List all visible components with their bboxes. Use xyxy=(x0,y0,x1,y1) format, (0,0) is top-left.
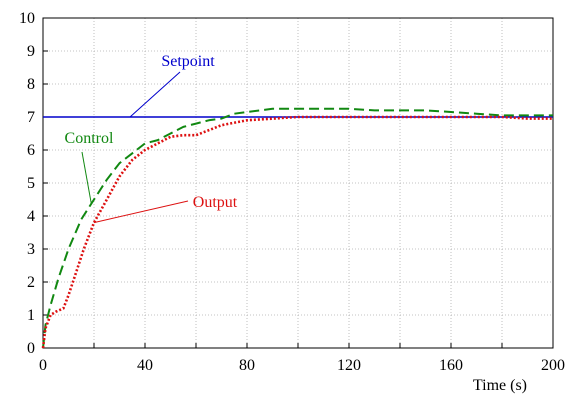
y-tick-label: 0 xyxy=(27,340,35,357)
annotation-label-control: Control xyxy=(65,130,114,147)
y-tick-label: 9 xyxy=(27,43,35,60)
annotation-leader-setpoint xyxy=(129,71,181,118)
y-tick-label: 6 xyxy=(27,142,35,159)
y-tick-label: 1 xyxy=(27,307,35,324)
x-tick-label: 120 xyxy=(337,357,361,374)
y-tick-label: 2 xyxy=(27,274,35,291)
y-tick-label: 7 xyxy=(27,109,35,126)
annotation-leader-control xyxy=(81,151,92,205)
annotation-leader-output xyxy=(93,200,189,224)
x-tick-label: 200 xyxy=(541,357,565,374)
series-layer xyxy=(41,107,553,349)
x-tick-label: 40 xyxy=(137,357,153,374)
x-axis-title: Time (s) xyxy=(473,377,527,394)
series-line-control xyxy=(42,107,553,349)
annotation-label-setpoint: Setpoint xyxy=(161,53,215,70)
annotation-label-output: Output xyxy=(193,194,238,211)
y-tick-label: 4 xyxy=(27,208,35,225)
y-tick-label: 10 xyxy=(19,10,35,27)
y-tick-label: 5 xyxy=(27,175,35,192)
series-line-output xyxy=(41,115,553,349)
x-tick-label: 80 xyxy=(239,357,255,374)
annotations: Setpoint Control Output xyxy=(65,53,238,224)
x-tick-label: 160 xyxy=(439,357,463,374)
tick-labels: 0 1 2 3 4 5 6 7 8 9 10 0 40 80 120 160 200 xyxy=(19,10,565,374)
y-tick-label: 3 xyxy=(27,241,35,258)
x-tick-label: 0 xyxy=(39,357,47,374)
y-tick-label: 8 xyxy=(27,76,35,93)
